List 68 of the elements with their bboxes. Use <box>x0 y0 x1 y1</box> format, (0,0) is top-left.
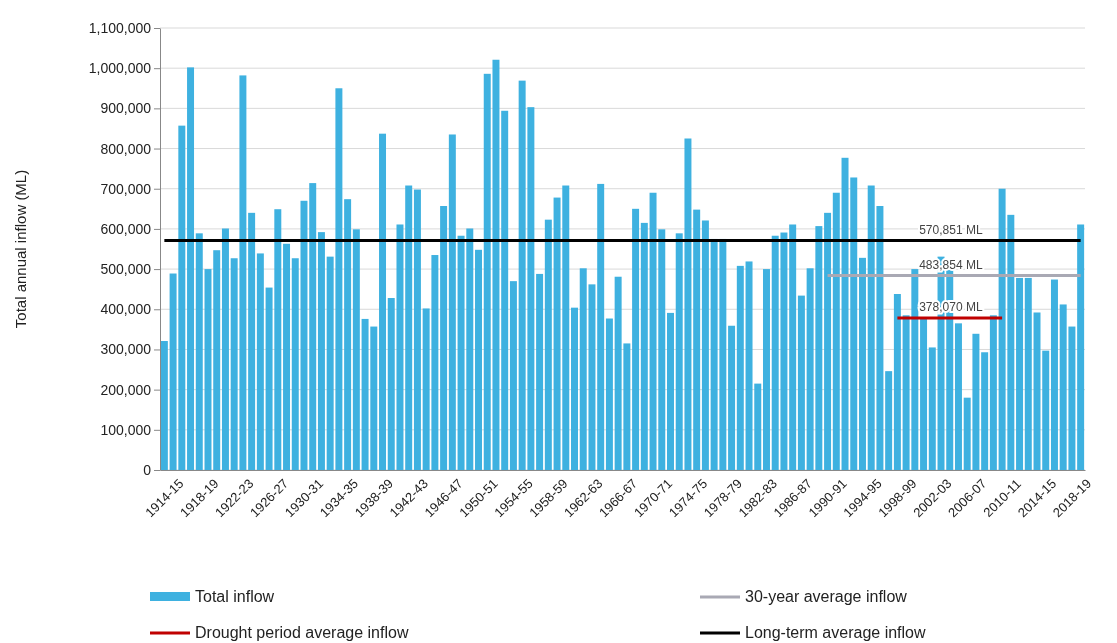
bar <box>309 183 317 470</box>
bar <box>789 224 797 470</box>
bar <box>701 220 709 470</box>
bar <box>352 229 360 470</box>
bar <box>221 228 229 470</box>
bar <box>509 281 517 470</box>
bar <box>213 250 221 470</box>
bar <box>832 192 840 470</box>
bar <box>413 189 421 470</box>
bar <box>1077 224 1085 470</box>
bar <box>536 273 544 470</box>
bar <box>1050 279 1058 470</box>
bar <box>405 185 413 470</box>
bar <box>667 312 674 470</box>
legend-label: Drought period average inflow <box>195 624 409 641</box>
bar <box>501 110 509 470</box>
y-tick-label: 300,000 <box>100 341 152 358</box>
y-tick-label: 700,000 <box>100 180 152 197</box>
bar <box>544 219 552 470</box>
bar <box>885 371 893 470</box>
annotation: 570,851 ML <box>919 222 983 237</box>
bar <box>283 243 291 470</box>
y-tick-label: 100,000 <box>100 421 152 438</box>
y-tick-label: 200,000 <box>100 381 152 398</box>
bar <box>632 208 640 470</box>
bar <box>893 294 901 470</box>
bar <box>475 249 483 470</box>
bar <box>379 133 387 470</box>
legend-label: Long-term average inflow <box>745 624 926 641</box>
y-tick-label: 500,000 <box>100 261 152 278</box>
y-axis-title: Total annual inflow (ML) <box>12 169 29 329</box>
y-tick-label: 1,000,000 <box>88 60 152 77</box>
bar <box>195 233 203 470</box>
bar <box>248 212 256 470</box>
bar <box>920 318 928 470</box>
bar <box>571 307 578 470</box>
bar <box>448 134 456 470</box>
bar <box>824 212 832 470</box>
bar <box>763 269 770 470</box>
bar <box>1042 350 1050 470</box>
bar <box>160 341 168 470</box>
y-tick-label: 400,000 <box>100 301 152 318</box>
y-tick-label: 900,000 <box>100 100 152 117</box>
bar <box>728 325 736 470</box>
bar <box>1024 277 1032 470</box>
bar <box>989 315 997 470</box>
bar <box>858 257 866 470</box>
bar <box>797 295 805 470</box>
y-tick-label: 800,000 <box>100 140 152 157</box>
legend-label: 30-year average inflow <box>745 588 908 605</box>
y-tick-label: 1,100,000 <box>88 19 152 36</box>
bar <box>693 209 701 470</box>
bar <box>440 206 448 470</box>
bar <box>187 67 195 470</box>
bar <box>317 232 325 470</box>
bar <box>344 199 352 470</box>
bar <box>981 352 989 470</box>
bar <box>597 183 605 470</box>
legend-label: Total inflow <box>195 588 275 605</box>
bar <box>736 265 744 470</box>
bar <box>640 222 648 470</box>
y-tick-label: 600,000 <box>100 220 152 237</box>
bar <box>256 253 264 470</box>
bar <box>605 318 613 470</box>
bar <box>1016 277 1024 470</box>
bar <box>928 347 936 470</box>
y-tick-label: 0 <box>143 461 152 478</box>
bar <box>954 323 962 470</box>
